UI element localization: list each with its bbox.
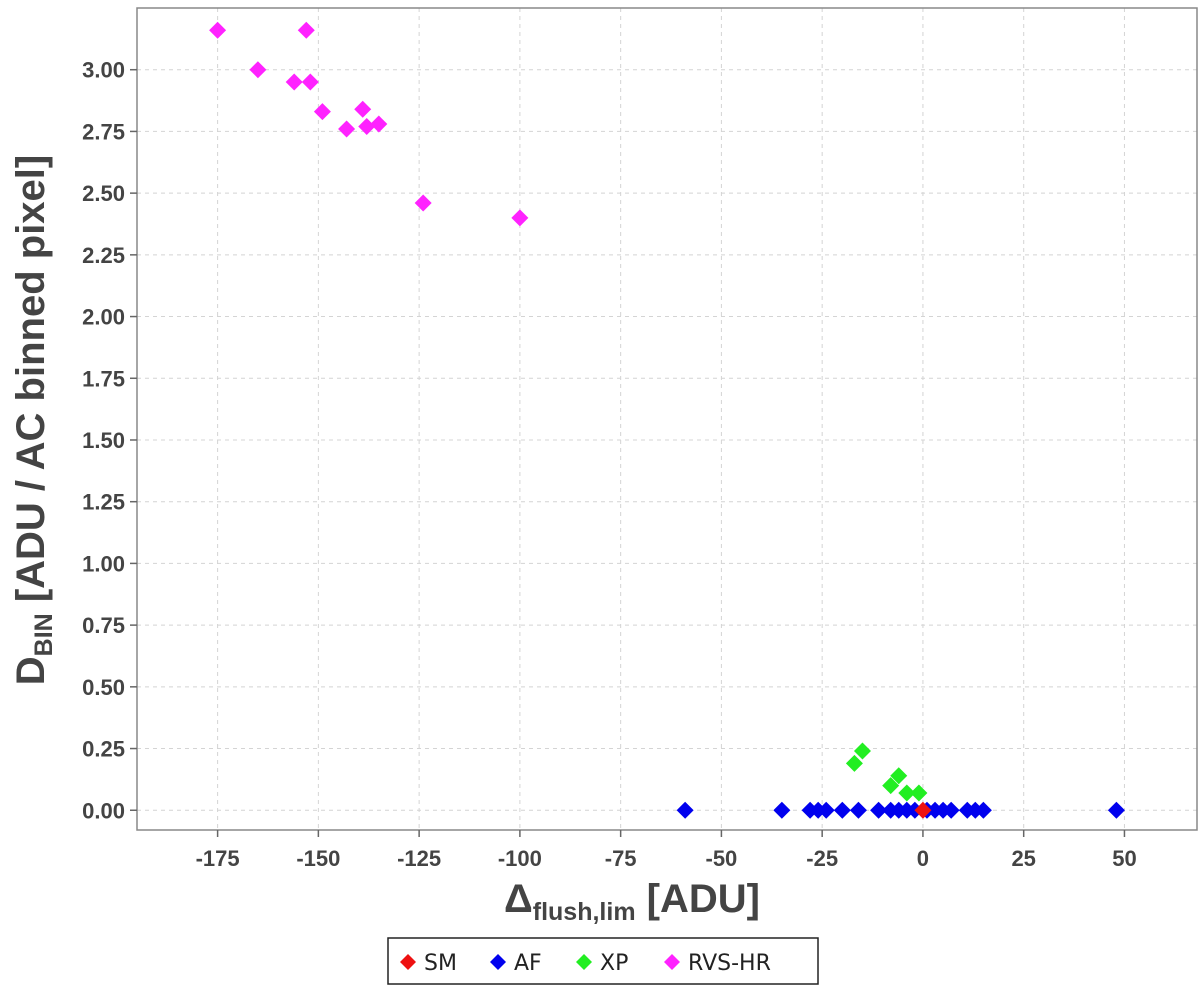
data-point (853, 742, 871, 760)
data-point (511, 209, 529, 227)
y-axis-title-unit: [ADU / AC binned pixel] (9, 155, 53, 614)
y-tick-label: 2.00 (82, 305, 125, 330)
x-axis-title: Δflush,lim [ADU] (504, 877, 760, 926)
x-tick-label: 25 (1011, 846, 1035, 871)
y-tick-label: 0.00 (82, 798, 125, 823)
data-point (358, 117, 376, 135)
data-point (773, 801, 791, 819)
x-tick-label: -25 (806, 846, 838, 871)
x-tick-label: -125 (397, 846, 441, 871)
legend-marker (664, 954, 680, 970)
y-axis-title-main: D (9, 656, 53, 685)
data-point (338, 120, 356, 138)
y-tick-label: 0.75 (82, 613, 125, 638)
y-tick-label: 2.75 (82, 119, 125, 144)
data-point (833, 801, 851, 819)
x-tick-label: -175 (196, 846, 240, 871)
y-axis-title-sub: BIN (30, 613, 58, 656)
data-point (910, 784, 928, 802)
data-point (942, 801, 960, 819)
series-rvs-hr (209, 21, 529, 227)
grid-lines (137, 8, 1197, 830)
data-point (1107, 801, 1125, 819)
data-point (817, 801, 835, 819)
data-point (898, 784, 916, 802)
x-tick-label: -150 (296, 846, 340, 871)
x-tick-label: 0 (917, 846, 929, 871)
legend-label: RVS-HR (688, 951, 771, 976)
y-tick-label: 2.50 (82, 181, 125, 206)
series-af (676, 801, 1125, 819)
y-tick-label: 1.25 (82, 490, 125, 515)
data-point (209, 21, 227, 39)
data-point (414, 194, 432, 212)
axis-ticks: -175 -150 -125 -100 -75 -50 -25 0 25 50 0.00 0.25 0.… (82, 58, 1137, 871)
data-point (676, 801, 694, 819)
y-tick-label: 1.50 (82, 428, 125, 453)
legend-marker (400, 954, 416, 970)
y-tick-label: 0.25 (82, 737, 125, 762)
y-tick-label: 1.00 (82, 551, 125, 576)
legend-label: SM (424, 951, 457, 976)
data-point (845, 754, 863, 772)
legend-box (387, 937, 819, 985)
legend-label: XP (600, 951, 628, 976)
x-axis-title-main: Δ (504, 877, 533, 921)
x-axis-title-unit: [ADU] (636, 877, 760, 921)
y-tick-label: 3.00 (82, 58, 125, 83)
data-point (890, 767, 908, 785)
y-axis-title: DBIN [ADU / AC binned pixel] (9, 155, 58, 685)
y-tick-label: 1.75 (82, 366, 125, 391)
x-tick-label: -100 (498, 846, 542, 871)
data-point (870, 801, 888, 819)
data-point (285, 73, 303, 91)
x-tick-label: -50 (706, 846, 738, 871)
series-sm (914, 801, 932, 819)
data-point (974, 801, 992, 819)
data-point (301, 73, 319, 91)
x-tick-label: -75 (605, 846, 637, 871)
data-point (849, 801, 867, 819)
data-point (882, 777, 900, 795)
data-point (354, 100, 372, 118)
legend-marker (490, 954, 506, 970)
data-point (249, 61, 267, 79)
plot-frame (136, 7, 1198, 831)
legend-marker (576, 954, 592, 970)
x-tick-label: 50 (1112, 846, 1136, 871)
y-tick-label: 0.50 (82, 675, 125, 700)
legend-label: AF (514, 951, 542, 976)
y-tick-label: 2.25 (82, 243, 125, 268)
data-point (297, 21, 315, 39)
data-point (914, 801, 932, 819)
legend: SM AF XP RVS-HR (387, 937, 819, 985)
data-point (313, 103, 331, 121)
data-markers (209, 21, 1125, 819)
data-point (370, 115, 388, 133)
x-axis-title-sub: flush,lim (533, 898, 636, 926)
series-xp (845, 742, 928, 802)
